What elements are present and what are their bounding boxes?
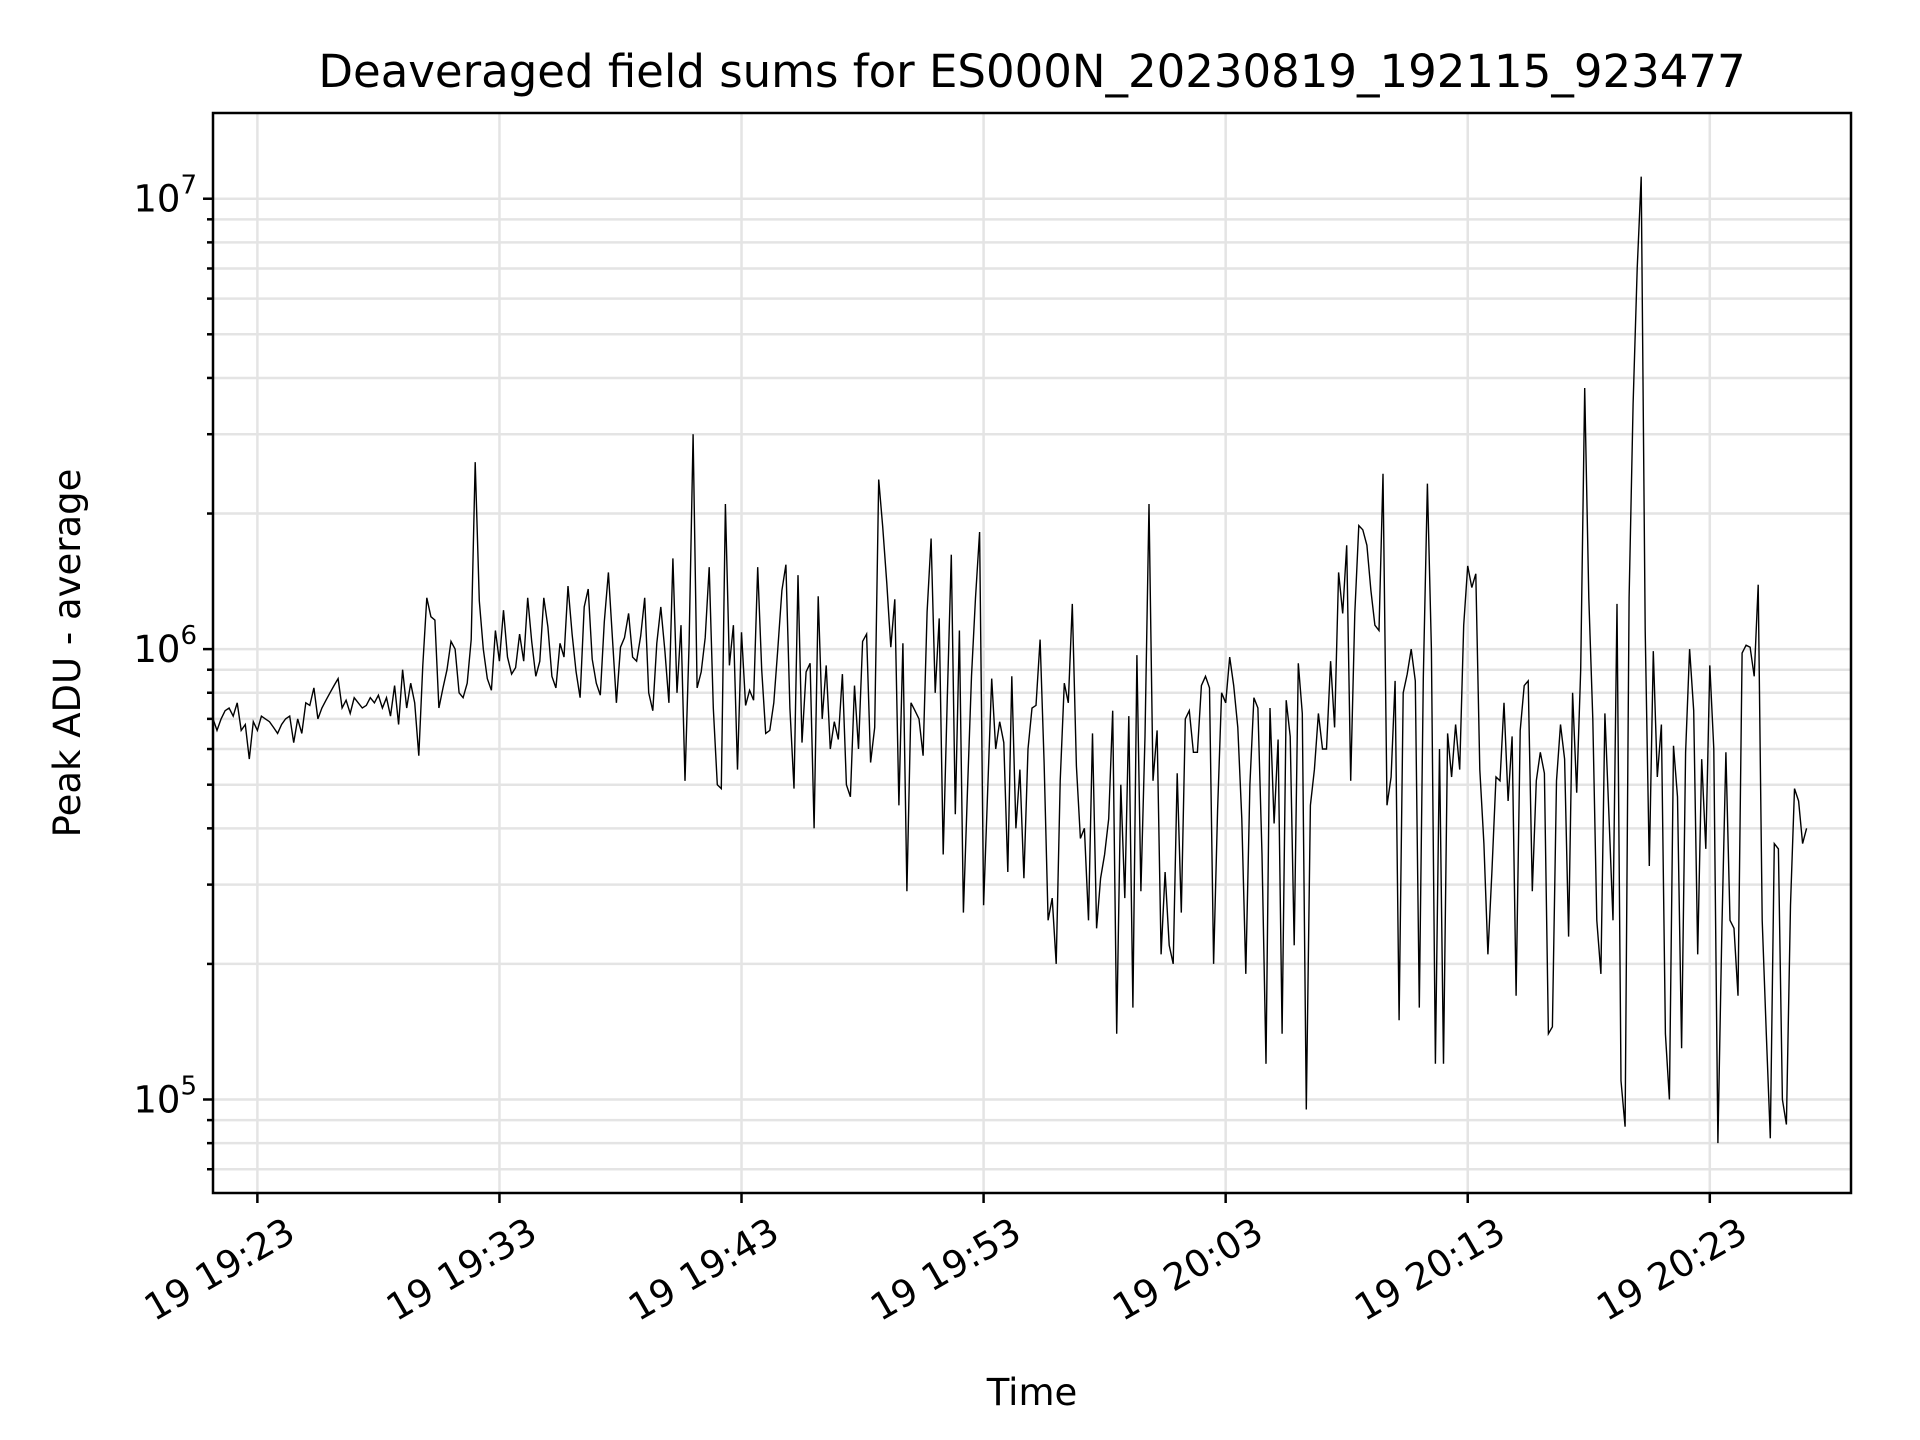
- y-tick-label: 105: [133, 1071, 197, 1121]
- grid: [213, 113, 1851, 1193]
- x-tick-label: 19 19:53: [863, 1210, 1028, 1330]
- x-tick-label: 19 20:23: [1589, 1210, 1754, 1330]
- chart-title: Deaveraged field sums for ES000N_2023081…: [318, 45, 1745, 98]
- x-axis-label: Time: [986, 1371, 1078, 1414]
- plot-frame: [211, 111, 1853, 1195]
- x-tick-label: 19 19:43: [621, 1210, 786, 1330]
- x-tick-label: 19 20:03: [1105, 1210, 1270, 1330]
- y-tick-label: 107: [133, 171, 197, 221]
- x-tick-label: 19 20:13: [1347, 1210, 1512, 1330]
- x-tick-label: 19 19:23: [137, 1210, 302, 1330]
- series-line: [212, 176, 1808, 1144]
- x-tick-label: 19 19:33: [379, 1210, 544, 1330]
- y-tick-label: 106: [133, 621, 197, 671]
- y-axis-label: Peak ADU - average: [46, 469, 89, 838]
